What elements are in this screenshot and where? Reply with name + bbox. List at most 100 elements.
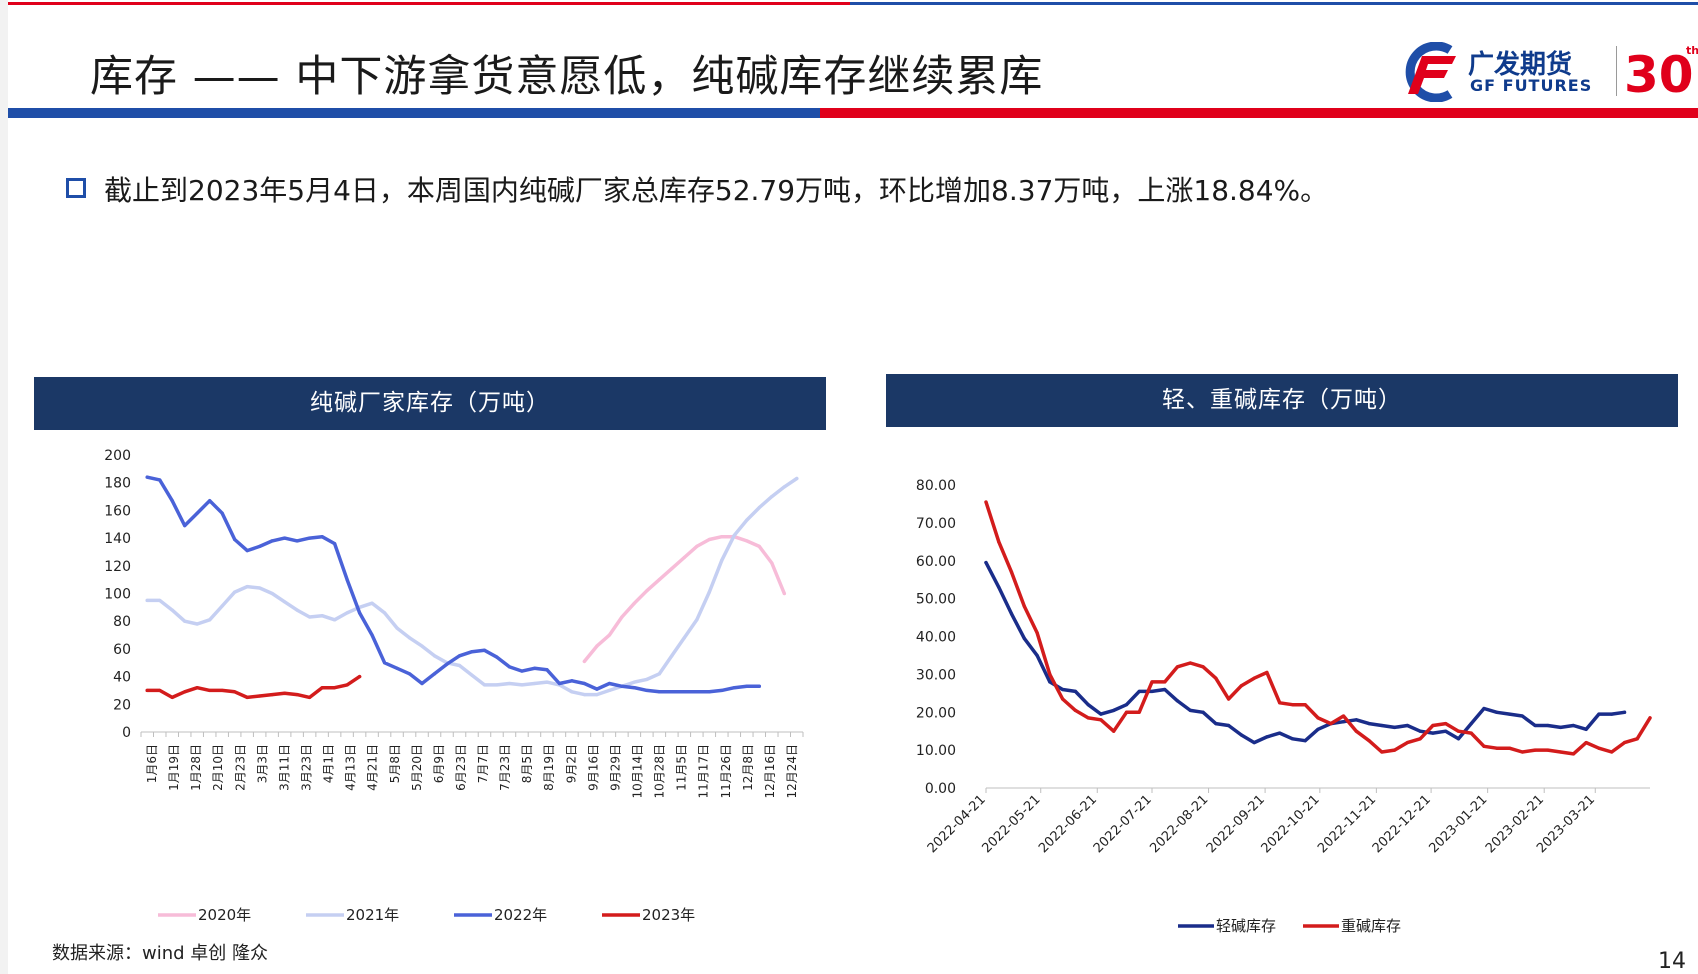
top-red-line — [8, 2, 850, 5]
x-tick-label: 8月19日 — [542, 744, 556, 791]
data-point-轻碱库存 — [1150, 689, 1154, 694]
x-tick-label: 1月19日 — [167, 744, 181, 791]
data-point-2022年 — [208, 499, 212, 503]
anniversary-number: 30 — [1624, 46, 1694, 102]
data-point-2021年 — [782, 485, 786, 489]
data-point-轻碱库存 — [1201, 710, 1205, 714]
data-point-2023年 — [245, 695, 249, 699]
data-point-2020年 — [595, 644, 599, 648]
data-point-重碱库存 — [1405, 740, 1409, 745]
data-point-2023年 — [170, 695, 174, 699]
legend-label-2021年: 2021年 — [346, 906, 399, 924]
data-point-2023年 — [295, 693, 299, 697]
x-tick-label: 11月5日 — [675, 744, 689, 791]
data-point-重碱库存 — [1150, 680, 1154, 684]
data-point-2022年 — [333, 542, 337, 546]
data-point-2021年 — [607, 688, 611, 693]
data-point-重碱库存 — [1495, 746, 1499, 750]
data-point-2022年 — [357, 611, 362, 615]
data-point-重碱库存 — [1559, 750, 1563, 754]
data-point-重碱库存 — [1507, 746, 1512, 750]
x-tick-label: 9月16日 — [586, 744, 600, 791]
data-point-轻碱库存 — [1354, 718, 1358, 722]
data-point-2021年 — [420, 644, 424, 648]
chart1-title: 纯碱厂家库存（万吨） — [34, 377, 826, 430]
data-point-2023年 — [345, 683, 349, 687]
data-point-2020年 — [720, 535, 724, 539]
data-point-2022年 — [520, 669, 524, 673]
data-point-重碱库存 — [1610, 750, 1614, 754]
legend-label-2023年: 2023年 — [642, 906, 695, 924]
data-point-2021年 — [395, 626, 399, 630]
data-point-2023年 — [333, 686, 337, 690]
x-tick-label: 1月6日 — [145, 744, 159, 783]
data-point-轻碱库存 — [1393, 725, 1397, 729]
x-tick-label: 6月23日 — [454, 744, 468, 791]
data-point-重碱库存 — [1533, 748, 1537, 752]
data-point-重碱库存 — [1546, 748, 1550, 752]
data-point-2021年 — [432, 654, 437, 658]
data-point-2021年 — [220, 604, 224, 608]
data-point-2022年 — [570, 679, 574, 683]
data-point-2021年 — [720, 558, 724, 562]
header-band-blue — [8, 108, 820, 118]
data-point-2021年 — [145, 598, 149, 603]
data-point-2022年 — [457, 654, 462, 658]
data-point-2021年 — [295, 608, 299, 612]
data-point-2022年 — [670, 690, 674, 694]
data-point-轻碱库存 — [1341, 720, 1346, 724]
data-point-重碱库存 — [1444, 722, 1448, 726]
x-tick-label: 10月28日 — [653, 744, 667, 799]
data-point-2022年 — [183, 524, 187, 528]
data-point-2023年 — [158, 688, 162, 693]
data-point-轻碱库存 — [1214, 722, 1218, 726]
data-point-重碱库存 — [1316, 716, 1320, 720]
data-point-重碱库存 — [1086, 716, 1090, 720]
series-line-2023年 — [145, 674, 362, 700]
x-tick-label: 12月24日 — [785, 744, 799, 799]
logo-english-name: GF FUTURES — [1470, 76, 1593, 95]
data-point-重碱库存 — [1137, 710, 1141, 714]
data-point-2021年 — [532, 681, 537, 686]
x-tick-label: 8月5日 — [520, 744, 534, 783]
data-point-2021年 — [208, 618, 212, 622]
data-point-重碱库存 — [1469, 731, 1473, 735]
data-point-2022年 — [557, 681, 562, 686]
data-point-2021年 — [245, 584, 249, 589]
data-point-2021年 — [345, 611, 349, 615]
data-point-2021年 — [407, 636, 412, 640]
data-point-轻碱库存 — [1061, 687, 1065, 692]
data-point-2021年 — [333, 618, 337, 622]
data-point-2021年 — [545, 680, 549, 684]
y-tick-label: 180 — [104, 476, 131, 492]
data-point-2023年 — [270, 693, 274, 697]
data-point-轻碱库存 — [1622, 710, 1627, 714]
data-point-2020年 — [707, 537, 711, 542]
anniversary-suffix: th — [1686, 44, 1698, 57]
data-point-2022年 — [220, 511, 224, 515]
data-point-2022年 — [432, 672, 437, 676]
data-point-2021年 — [470, 673, 474, 677]
y-tick-label: 60 — [113, 642, 131, 658]
y-tick-label: 80.00 — [916, 478, 956, 494]
y-tick-label: 40 — [113, 670, 131, 686]
data-point-2021年 — [195, 622, 199, 626]
data-point-2022年 — [607, 681, 611, 686]
data-point-轻碱库存 — [997, 585, 1001, 589]
x-tick-label: 2月23日 — [233, 744, 247, 791]
data-point-2021年 — [283, 600, 287, 604]
data-point-2020年 — [645, 589, 649, 593]
data-point-2022年 — [632, 686, 636, 690]
data-point-轻碱库存 — [1303, 739, 1307, 743]
x-tick-label: 10月14日 — [631, 744, 645, 799]
data-point-2021年 — [233, 590, 237, 594]
data-point-2021年 — [170, 608, 174, 612]
data-point-重碱库存 — [1431, 723, 1435, 728]
data-point-2021年 — [707, 590, 711, 594]
data-point-2021年 — [682, 636, 686, 640]
x-tick-label: 9月2日 — [564, 744, 578, 783]
data-point-轻碱库存 — [1035, 653, 1039, 658]
data-point-重碱库存 — [1009, 570, 1014, 574]
data-point-轻碱库存 — [1316, 727, 1320, 731]
data-point-重碱库存 — [1622, 740, 1627, 745]
